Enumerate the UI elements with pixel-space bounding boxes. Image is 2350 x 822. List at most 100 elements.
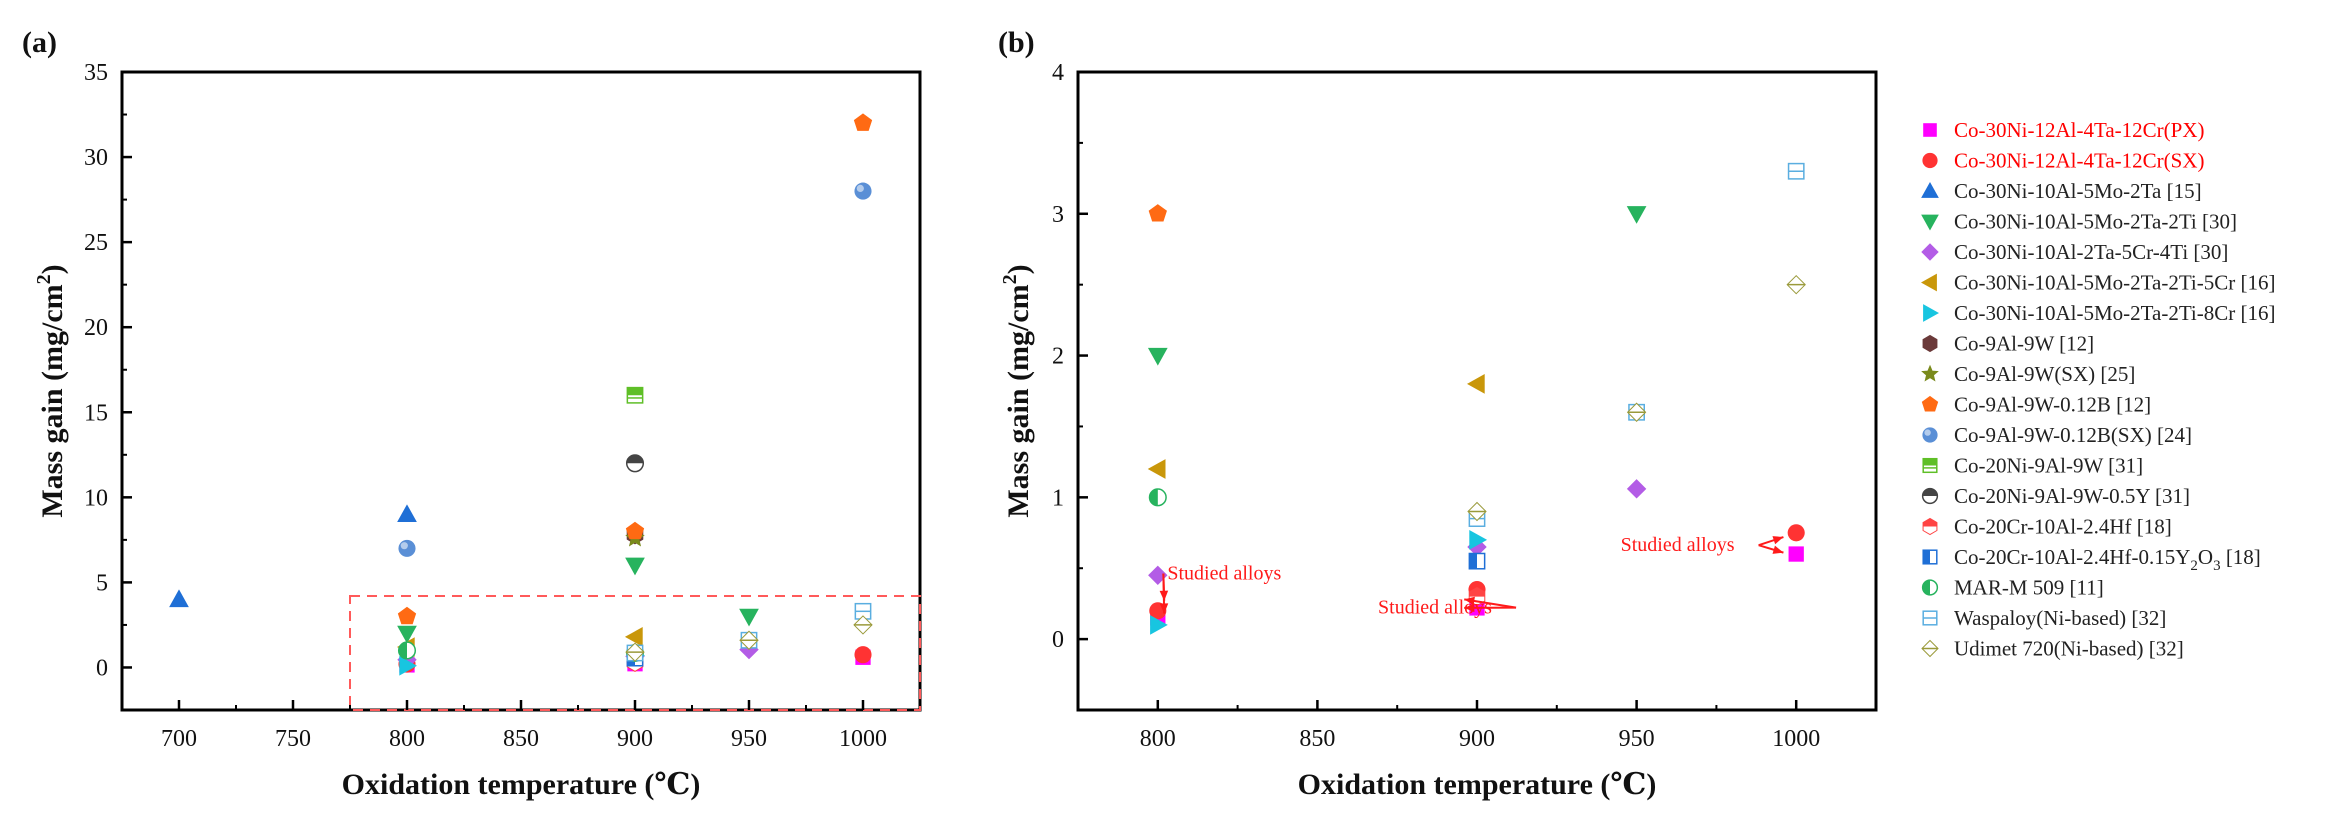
marker-shape bbox=[1922, 334, 1938, 353]
annotation-arrowhead bbox=[1772, 536, 1784, 545]
data-point-s5 bbox=[1626, 479, 1647, 499]
data-point-s6 bbox=[624, 626, 643, 647]
marker-shape bbox=[169, 589, 189, 608]
legend-item-s1: Co-30Ni-12Al-4Ta-12Cr(PX) bbox=[1923, 118, 2205, 142]
y-tick-label: 5 bbox=[96, 570, 108, 596]
marker-shape bbox=[1148, 204, 1167, 222]
legend-label-sub: 2 bbox=[2190, 558, 2198, 574]
legend-label: Co-30Ni-10Al-5Mo-2Ta-2Ti [30] bbox=[1954, 210, 2237, 234]
x-tick-label: 850 bbox=[503, 726, 539, 752]
legend-marker-s8 bbox=[1922, 334, 1938, 353]
y-tick-label: 10 bbox=[84, 485, 108, 511]
annotation-arrowhead bbox=[1464, 603, 1475, 613]
data-point-s16 bbox=[1148, 488, 1167, 507]
legend-label: Co-20Cr-10Al-2.4Hf [18] bbox=[1954, 515, 2172, 539]
legend-item-s16: MAR-M 509 [11] bbox=[1921, 576, 2104, 600]
annotation-arrowhead bbox=[1464, 596, 1475, 606]
zoom-region-box bbox=[349, 595, 921, 712]
data-point-s15 bbox=[1468, 552, 1486, 570]
legend-label: Co-30Ni-12Al-4Ta-12Cr(PX) bbox=[1954, 118, 2205, 142]
x-axis-label: Oxidation temperature (℃) bbox=[342, 768, 701, 801]
marker-shape bbox=[624, 626, 643, 647]
x-tick-label: 800 bbox=[1140, 726, 1176, 752]
panel-label: (b) bbox=[998, 26, 1035, 59]
legend-marker-s11 bbox=[1922, 427, 1938, 443]
y-tick-label: 3 bbox=[1052, 202, 1064, 228]
legend-label: Co-30Ni-12Al-4Ta-12Cr(SX) bbox=[1954, 149, 2205, 173]
legend-marker-s4 bbox=[1921, 214, 1939, 231]
data-point-s2 bbox=[854, 646, 872, 664]
legend-marker-s3 bbox=[1921, 181, 1939, 198]
legend-label: Co-20Ni-9Al-9W [31] bbox=[1954, 454, 2143, 478]
annotation-text: Studied alloys bbox=[1378, 597, 1492, 619]
marker-shape bbox=[1626, 479, 1647, 499]
panel-label: (a) bbox=[22, 26, 57, 59]
marker-shape bbox=[397, 504, 417, 523]
data-point-s16 bbox=[397, 641, 417, 660]
legend-label-main: Co-20Cr-10Al-2.4Hf-0.15Y bbox=[1954, 545, 2190, 569]
x-tick-label: 850 bbox=[1299, 726, 1335, 752]
marker-shape bbox=[1922, 152, 1938, 169]
legend-item-s6: Co-30Ni-10Al-5Mo-2Ta-2Ti-5Cr [16] bbox=[1920, 271, 2275, 295]
data-point-s10 bbox=[1148, 204, 1167, 222]
legend-label: Co-9Al-9W [12] bbox=[1954, 332, 2094, 356]
legend-marker-s15 bbox=[1922, 549, 1938, 565]
data-point-s11 bbox=[398, 539, 416, 557]
legend-item-s3: Co-30Ni-10Al-5Mo-2Ta [15] bbox=[1921, 179, 2202, 203]
data-point-s12 bbox=[626, 386, 644, 404]
y-tick-label: 2 bbox=[1052, 344, 1064, 370]
legend-item-s9: Co-9Al-9W(SX) [25] bbox=[1921, 362, 2135, 386]
marker-shape bbox=[1148, 565, 1168, 586]
data-point-s18 bbox=[739, 630, 759, 650]
legend-item-s18: Udimet 720(Ni-based) [32] bbox=[1921, 637, 2184, 661]
marker-shape bbox=[398, 539, 416, 557]
legend-marker-s17 bbox=[1922, 610, 1938, 626]
marker-fill bbox=[1922, 580, 1930, 595]
marker-shape bbox=[1923, 304, 1940, 322]
y-axis-label-end: ) bbox=[1002, 264, 1035, 274]
x-tick-label: 1000 bbox=[1772, 726, 1820, 752]
data-point-s5 bbox=[1148, 565, 1168, 586]
data-point-s3 bbox=[169, 589, 189, 608]
legend-marker-s12 bbox=[1922, 457, 1938, 474]
marker-shape bbox=[625, 521, 645, 540]
data-point-s18 bbox=[1626, 402, 1647, 422]
legend-item-s15: Co-20Cr-10Al-2.4Hf-0.15Y2O3 [18] bbox=[1922, 545, 2261, 574]
marker-shape bbox=[399, 655, 418, 676]
legend-label: MAR-M 509 [11] bbox=[1954, 576, 2104, 600]
legend-marker-s18 bbox=[1921, 639, 1939, 658]
data-point-s10 bbox=[853, 113, 873, 131]
marker-highlight bbox=[400, 542, 408, 550]
chart-panel-a: (a) 700 750 800 850 900 950 1000 0 5 10 15 20 25 30 35 O… bbox=[22, 26, 922, 801]
legend-item-s14: Co-20Cr-10Al-2.4Hf [18] bbox=[1922, 515, 2172, 539]
y-tick-label: 0 bbox=[96, 655, 108, 681]
y-axis-label-main: Mass gain (mg/cm bbox=[36, 284, 69, 517]
y-axis-label-sup: 2 bbox=[999, 274, 1021, 284]
marker-shape bbox=[1469, 530, 1488, 550]
y-axis-label: Mass gain (mg/cm2) bbox=[999, 264, 1035, 517]
annotation-text: Studied alloys bbox=[1167, 563, 1281, 585]
x-tick-label: 900 bbox=[617, 726, 653, 752]
marker-shape bbox=[1787, 524, 1805, 542]
legend-marker-s1 bbox=[1923, 123, 1937, 137]
legend-marker-s14 bbox=[1922, 517, 1938, 536]
legend-item-s5: Co-30Ni-10Al-2Ta-5Cr-4Ti [30] bbox=[1921, 240, 2228, 264]
x-tick-label: 700 bbox=[161, 726, 197, 752]
legend-label: Co-9Al-9W-0.12B(SX) [24] bbox=[1954, 423, 2192, 447]
legend-item-s4: Co-30Ni-10Al-5Mo-2Ta-2Ti [30] bbox=[1921, 210, 2237, 234]
marker-fill bbox=[1923, 518, 1937, 527]
y-tick-label: 15 bbox=[84, 400, 108, 426]
marker-highlight bbox=[1924, 429, 1931, 436]
marker-fill bbox=[398, 642, 407, 659]
data-point-s18 bbox=[853, 615, 873, 635]
legend-label: Co-9Al-9W-0.12B [12] bbox=[1954, 393, 2151, 417]
legend-label: Udimet 720(Ni-based) [32] bbox=[1954, 637, 2184, 661]
marker-shape bbox=[854, 182, 872, 200]
marker-shape bbox=[625, 557, 645, 576]
data-point-s7 bbox=[1150, 615, 1168, 635]
data-point-s13 bbox=[625, 454, 645, 473]
x-tick-label: 950 bbox=[731, 726, 767, 752]
marker-shape bbox=[1921, 214, 1939, 231]
y-tick-label: 35 bbox=[84, 60, 108, 86]
